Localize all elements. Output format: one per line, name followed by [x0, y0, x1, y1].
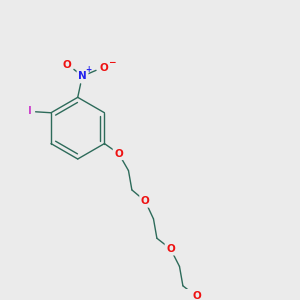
- Text: O: O: [99, 63, 108, 74]
- Text: O: O: [166, 244, 175, 254]
- Text: −: −: [108, 58, 115, 67]
- Text: +: +: [85, 65, 92, 74]
- Text: O: O: [141, 196, 149, 206]
- Text: N: N: [78, 71, 87, 81]
- Text: I: I: [28, 106, 32, 116]
- Text: O: O: [114, 148, 123, 158]
- Text: O: O: [63, 60, 71, 70]
- Text: O: O: [192, 292, 201, 300]
